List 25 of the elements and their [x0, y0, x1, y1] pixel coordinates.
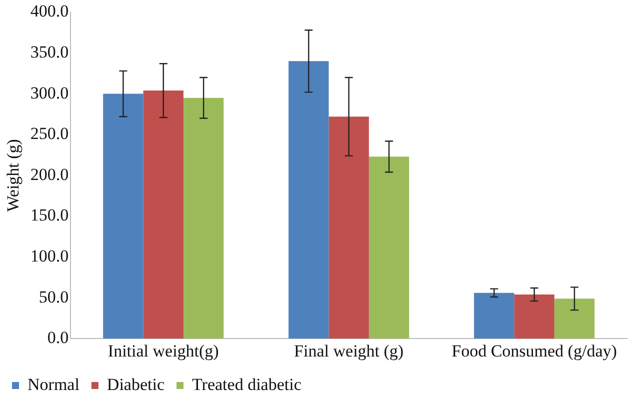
- y-tick-label: 0.0: [47, 328, 69, 348]
- bar: [103, 94, 144, 339]
- bar: [514, 294, 554, 339]
- bar: [183, 98, 224, 339]
- legend-label: Normal: [28, 374, 80, 394]
- legend-label: Treated diabetic: [192, 374, 302, 394]
- x-tick-label: Initial weight(g): [108, 341, 219, 360]
- y-axis-title: Weight (g): [4, 139, 23, 212]
- x-tick-label: Final weight (g): [294, 341, 404, 360]
- y-tick-label: 250.0: [30, 124, 69, 144]
- y-tick-label: 350.0: [30, 42, 69, 62]
- bar: [474, 292, 514, 339]
- x-tick-label: Food Consumed (g/day): [452, 341, 617, 360]
- y-tick-label: 400.0: [30, 2, 69, 21]
- y-tick-label: 200.0: [30, 164, 69, 184]
- bar: [368, 156, 410, 339]
- y-tick-label: 50.0: [38, 287, 69, 306]
- legend-label: Diabetic: [106, 374, 165, 394]
- y-tick-label: 100.0: [30, 246, 69, 266]
- bar: [143, 90, 184, 339]
- bar: [554, 298, 595, 339]
- y-tick-label: 150.0: [30, 206, 69, 225]
- bar: [288, 61, 329, 339]
- bar: [328, 116, 369, 339]
- y-tick-label: 300.0: [30, 83, 69, 102]
